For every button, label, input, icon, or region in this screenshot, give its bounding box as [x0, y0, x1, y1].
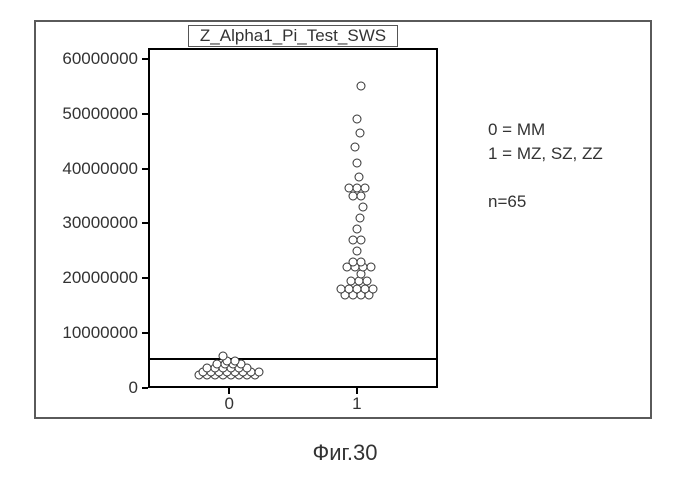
ytick-label: 50000000 — [42, 104, 138, 124]
xtick-label: 0 — [224, 394, 233, 414]
ytick-label: 20000000 — [42, 268, 138, 288]
data-point — [352, 224, 361, 233]
legend-line: n=65 — [488, 192, 526, 212]
data-point — [366, 263, 375, 272]
data-point — [356, 235, 365, 244]
ytick-label: 30000000 — [42, 213, 138, 233]
data-point — [219, 351, 228, 360]
plot-area — [148, 48, 438, 388]
figure-caption: Фиг.30 — [313, 440, 378, 466]
data-point — [352, 246, 361, 255]
data-point — [350, 142, 359, 151]
legend-line: 1 = MZ, SZ, ZZ — [488, 144, 603, 164]
data-point — [354, 172, 363, 181]
legend-line: 0 = MM — [488, 120, 545, 140]
ytick-label: 60000000 — [42, 49, 138, 69]
data-point — [356, 257, 365, 266]
ytick-label: 0 — [42, 378, 138, 398]
data-point — [356, 192, 365, 201]
data-point — [352, 115, 361, 124]
ytick-label: 10000000 — [42, 323, 138, 343]
threshold-line — [149, 358, 437, 360]
data-point — [358, 203, 367, 212]
ytick-label: 40000000 — [42, 159, 138, 179]
data-point — [352, 159, 361, 168]
data-point — [360, 183, 369, 192]
data-point — [355, 214, 364, 223]
chart-title: Z_Alpha1_Pi_Test_SWS — [188, 25, 398, 47]
data-point — [356, 82, 365, 91]
data-point — [362, 277, 371, 286]
data-point — [231, 356, 240, 365]
data-point — [368, 285, 377, 294]
data-point — [255, 367, 264, 376]
xtick-label: 1 — [352, 394, 361, 414]
data-point — [355, 129, 364, 138]
